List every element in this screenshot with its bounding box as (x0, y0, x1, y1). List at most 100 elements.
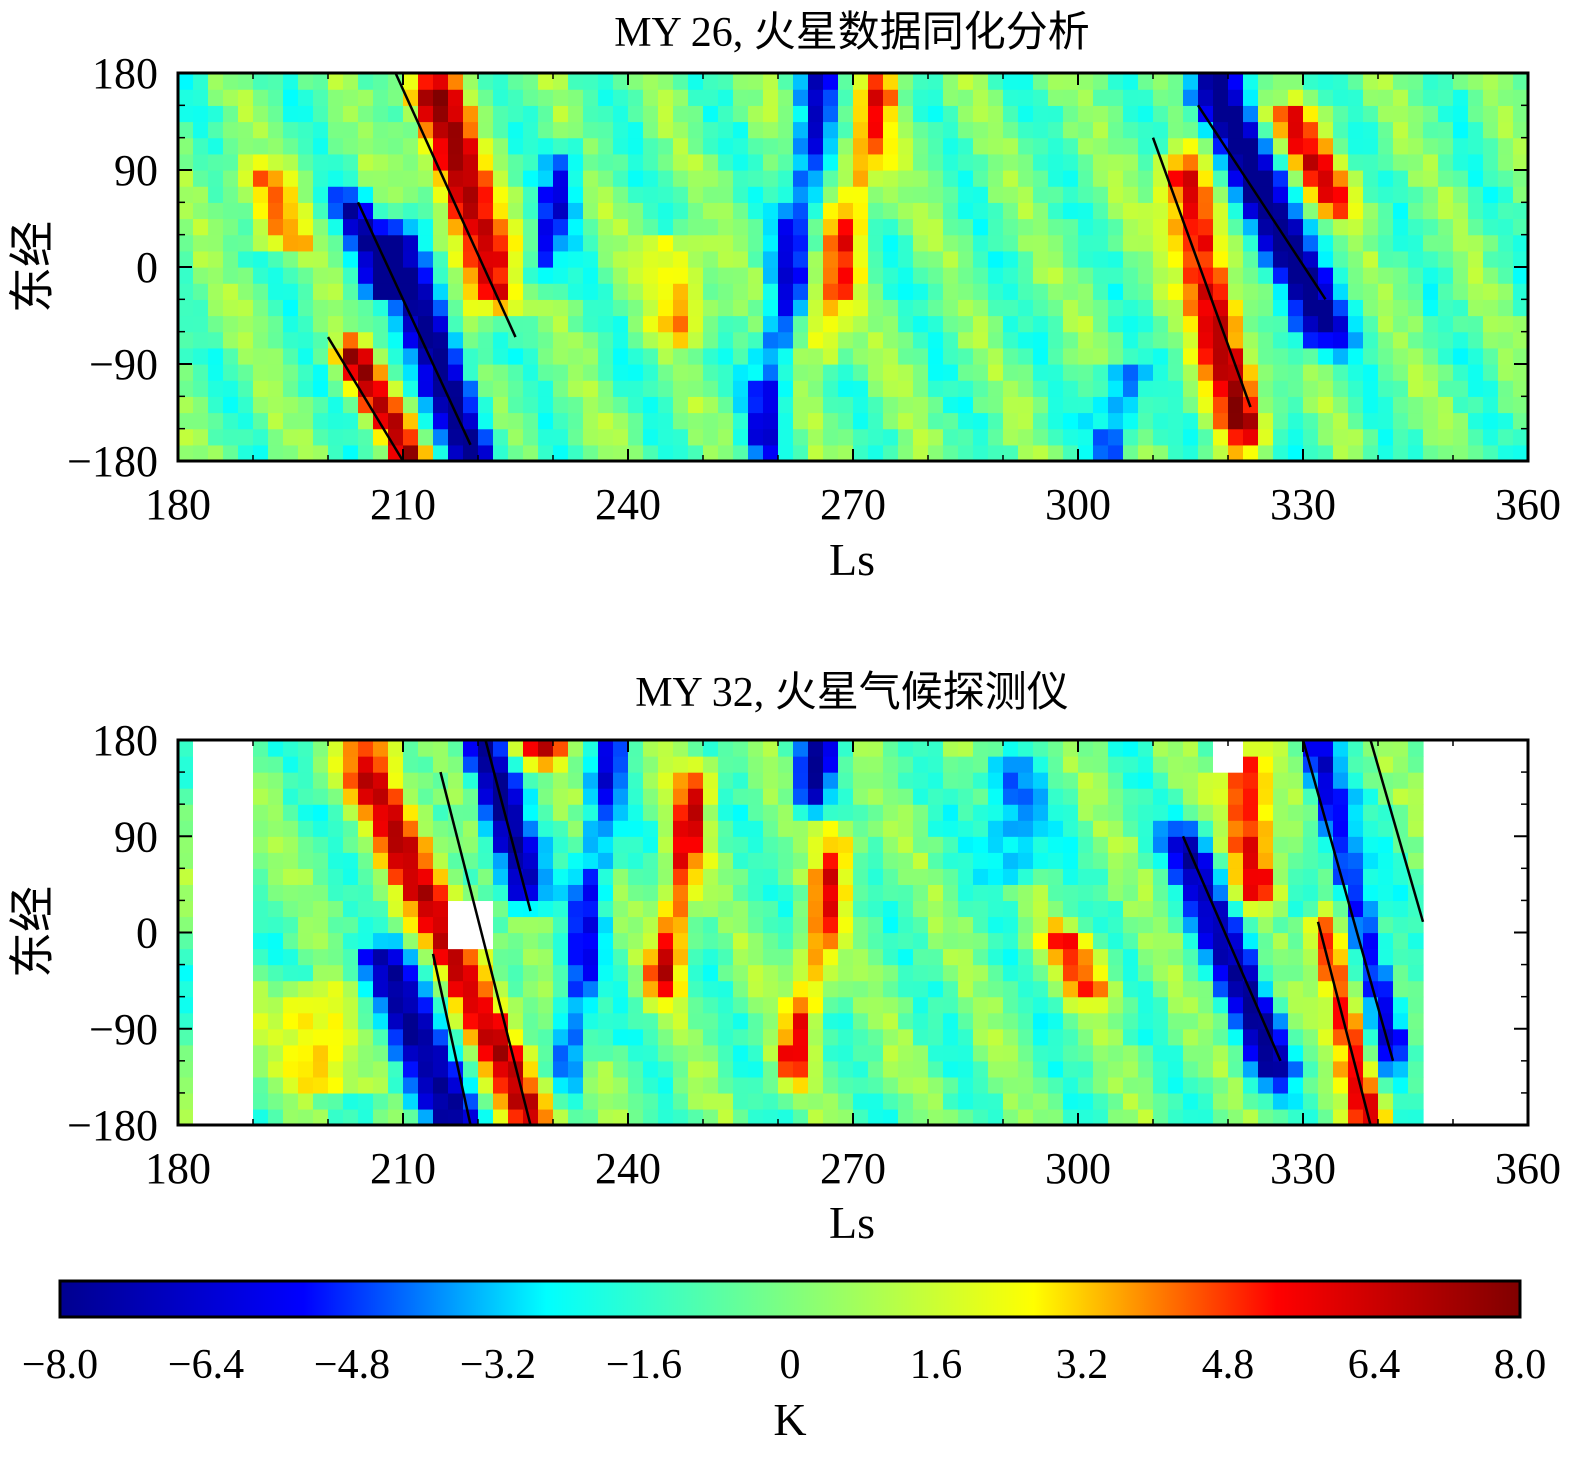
heatmap-cell (568, 740, 584, 757)
heatmap-cell (1198, 1028, 1214, 1046)
heatmap-cell (1333, 202, 1349, 220)
heatmap-cell (628, 868, 644, 885)
heatmap-cell (628, 73, 644, 90)
heatmap-cell (1108, 820, 1124, 837)
heatmap-cell (328, 105, 344, 123)
heatmap-cell (793, 234, 809, 252)
heatmap-cell (1123, 364, 1139, 381)
heatmap-cell (583, 884, 599, 902)
heatmap-cell (493, 89, 509, 106)
heatmap-cell (1018, 299, 1034, 317)
heatmap-cell (1243, 900, 1259, 918)
heatmap-cell (943, 932, 959, 950)
heatmap-cell (1183, 428, 1199, 446)
heatmap-cell (643, 1012, 659, 1030)
heatmap-cell (883, 331, 899, 349)
heatmap-cell (328, 267, 344, 284)
y-tick-label: 0 (136, 909, 158, 958)
heatmap-cell (763, 980, 779, 998)
heatmap-cell (418, 412, 434, 430)
heatmap-cell (298, 380, 314, 397)
heatmap-cell (448, 980, 464, 998)
heatmap-cell (253, 364, 269, 381)
heatmap-cell (1333, 412, 1349, 430)
heatmap-cell (1483, 315, 1499, 333)
heatmap-cell (223, 1076, 239, 1094)
heatmap-cell (1183, 153, 1199, 171)
heatmap-cell (1318, 105, 1334, 123)
heatmap-cell (763, 836, 779, 853)
heatmap-cell (1453, 380, 1469, 397)
heatmap-cell (1033, 900, 1049, 918)
heatmap-cell (553, 1076, 569, 1094)
heatmap-cell (403, 267, 419, 284)
heatmap-cell (538, 948, 554, 966)
heatmap-cell (343, 105, 359, 123)
heatmap-cell (1093, 121, 1109, 139)
heatmap-cell (778, 1012, 794, 1030)
heatmap-cell (1033, 170, 1049, 187)
heatmap-cell (1288, 428, 1304, 446)
heatmap-cell (1303, 996, 1319, 1014)
heatmap-cell (1048, 980, 1064, 998)
heatmap-cell (298, 234, 314, 252)
heatmap-cell (898, 772, 914, 789)
heatmap-cell (1228, 820, 1244, 837)
heatmap-cell (808, 756, 824, 773)
heatmap-cell (1138, 1028, 1154, 1046)
y-tick-label: −90 (89, 1005, 158, 1054)
heatmap-cell (1318, 1044, 1334, 1062)
heatmap-cell (1093, 170, 1109, 187)
heatmap-cell (523, 756, 539, 773)
heatmap-cell (1048, 89, 1064, 106)
heatmap-cell (943, 267, 959, 284)
heatmap-cell (568, 1076, 584, 1094)
heatmap-cell (328, 916, 344, 934)
heatmap-cell (1018, 932, 1034, 950)
heatmap-cell (988, 73, 1004, 90)
heatmap-cell (988, 1028, 1004, 1046)
heatmap-cell (463, 1028, 479, 1046)
heatmap-cell (763, 315, 779, 333)
heatmap-cell (1393, 396, 1409, 414)
heatmap-cell (1168, 1044, 1184, 1062)
heatmap-cell (1078, 412, 1094, 430)
heatmap-cell (703, 772, 719, 789)
heatmap-cell (1513, 218, 1529, 236)
heatmap-cell (253, 380, 269, 397)
heatmap-cell (1393, 347, 1409, 365)
heatmap-cell (328, 772, 344, 789)
heatmap-cell (673, 170, 689, 187)
heatmap-cell (688, 137, 704, 155)
heatmap-cell (1093, 380, 1109, 397)
heatmap-cell (988, 788, 1004, 805)
heatmap-cell (958, 283, 974, 300)
heatmap-cell (448, 964, 464, 982)
heatmap-cell (808, 1076, 824, 1094)
heatmap-cell (1048, 121, 1064, 139)
heatmap-cell (673, 202, 689, 220)
heatmap-cell (763, 202, 779, 220)
heatmap-cell (208, 444, 224, 462)
heatmap-cell (718, 137, 734, 155)
heatmap-cell (568, 932, 584, 950)
heatmap-cell (283, 73, 299, 90)
heatmap-cell (193, 788, 209, 805)
heatmap-cell (1498, 412, 1514, 430)
heatmap-cell (253, 804, 269, 821)
heatmap-cell (1273, 444, 1289, 462)
x-tick-label: 240 (595, 1144, 661, 1193)
heatmap-cell (1363, 73, 1379, 90)
heatmap-cell (1258, 364, 1274, 381)
heatmap-cell (568, 820, 584, 837)
heatmap-cell (178, 788, 194, 805)
heatmap-cell (463, 756, 479, 773)
heatmap-cell (1378, 299, 1394, 317)
heatmap-cell (1243, 73, 1259, 90)
heatmap-cell (1408, 772, 1424, 789)
heatmap-cell (913, 186, 929, 203)
heatmap-cell (793, 980, 809, 998)
heatmap-cell (283, 153, 299, 171)
heatmap-cell (883, 202, 899, 220)
heatmap-cell (283, 283, 299, 300)
